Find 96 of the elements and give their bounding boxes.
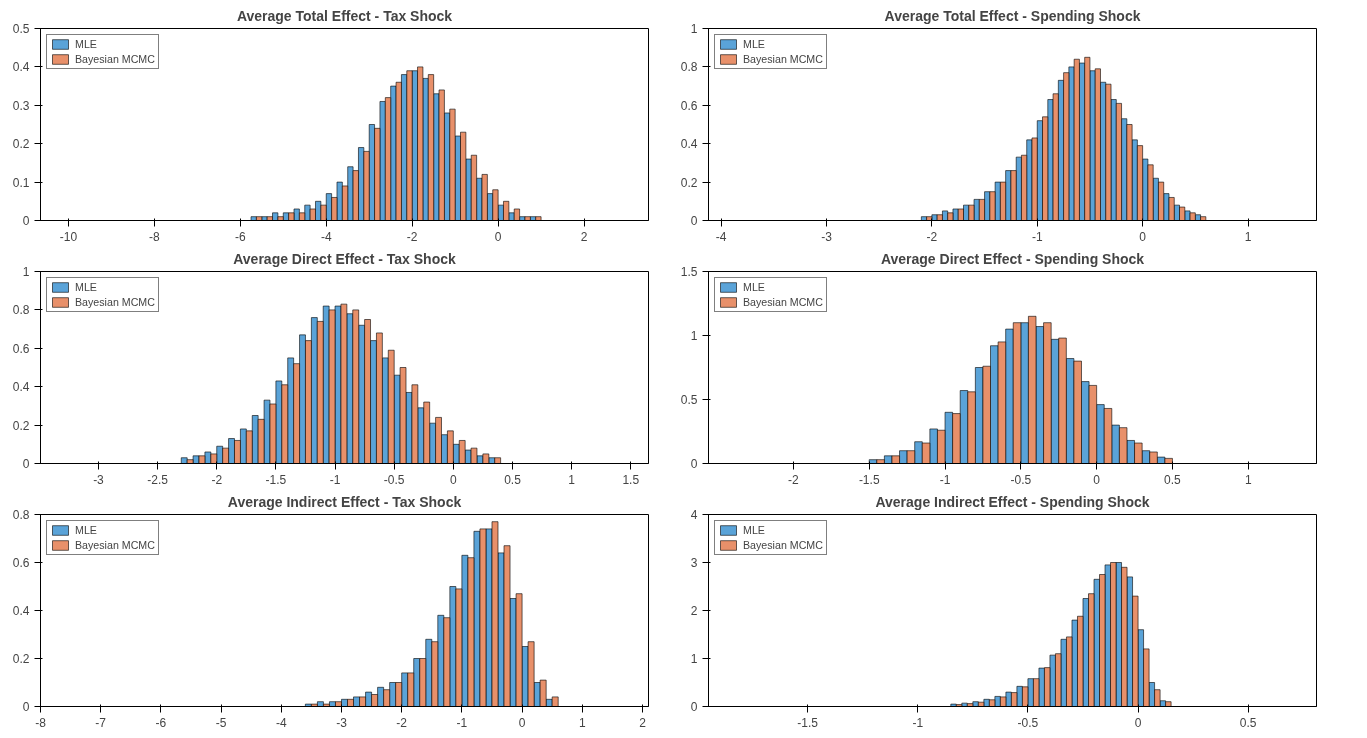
- legend-label: MLE: [75, 38, 97, 50]
- x-tick-label: 2: [639, 715, 647, 730]
- y-tick-label: 1: [22, 265, 30, 279]
- x-tick-label: -1.5: [797, 715, 819, 730]
- legend-label: Bayesian MCMC: [743, 539, 823, 551]
- x-tick-label: 1.5: [622, 472, 640, 487]
- y-tick-label: 0.4: [12, 380, 30, 395]
- legend-label: MLE: [743, 524, 765, 536]
- y-tick-label: 0.2: [12, 418, 30, 433]
- legend-label: Bayesian MCMC: [75, 539, 155, 551]
- chart-title: Average Indirect Effect - Tax Shock: [227, 493, 462, 510]
- y-tick-label: 0.6: [680, 98, 698, 113]
- y-tick-label: 0.6: [12, 556, 30, 570]
- x-tick-label: 0: [518, 715, 526, 730]
- y-tick-label: 0.4: [680, 137, 698, 152]
- x-tick-label: 0: [1139, 229, 1147, 244]
- chart-title: Average Direct Effect - Tax Shock: [233, 250, 456, 267]
- x-tick-label: -1: [1031, 229, 1043, 244]
- y-tick-label: 0.8: [680, 60, 698, 75]
- x-tick-label: -0.5: [1017, 715, 1039, 730]
- x-tick-label: 0: [494, 229, 502, 244]
- y-tick-label: 0.3: [12, 98, 30, 113]
- x-tick-label: -3: [336, 715, 348, 730]
- y-tick-label: 0: [690, 700, 698, 714]
- x-tick-label: -3: [821, 229, 833, 244]
- x-tick-label: -2: [406, 229, 418, 244]
- x-tick-label: -1.5: [858, 472, 880, 487]
- y-tick-label: 0.2: [12, 652, 30, 666]
- legend-label: Bayesian MCMC: [75, 53, 155, 65]
- x-tick-label: 0.5: [1164, 472, 1182, 487]
- x-tick-label: -1: [456, 715, 468, 730]
- x-tick-label: 1: [1244, 229, 1252, 244]
- legend-label: Bayesian MCMC: [75, 296, 155, 308]
- legend-label: Bayesian MCMC: [743, 53, 823, 65]
- y-tick-label: 1.5: [680, 265, 698, 279]
- y-tick-label: 2: [690, 604, 698, 618]
- x-tick-label: -10: [59, 229, 78, 244]
- chart-title: Average Indirect Effect - Spending Shock: [875, 493, 1150, 510]
- y-tick-label: 0.5: [680, 393, 698, 407]
- legend-label: MLE: [75, 524, 97, 536]
- x-tick-label: 1: [568, 472, 576, 487]
- y-tick-label: 0.4: [12, 60, 30, 75]
- y-tick-label: 0.8: [12, 508, 30, 522]
- y-tick-label: 0.1: [12, 175, 30, 190]
- x-tick-label: 0: [1093, 472, 1101, 487]
- x-tick-label: -1: [939, 472, 951, 487]
- x-tick-label: -2: [396, 715, 408, 730]
- y-tick-label: 0.6: [12, 341, 30, 356]
- x-tick-label: -1: [912, 715, 924, 730]
- x-tick-label: -2: [926, 229, 938, 244]
- y-tick-label: 0.4: [12, 604, 30, 618]
- x-tick-label: -0.5: [1010, 472, 1032, 487]
- x-tick-label: 0: [1134, 715, 1142, 730]
- y-tick-label: 0.2: [12, 137, 30, 152]
- x-tick-label: -4: [275, 715, 287, 730]
- x-tick-label: -4: [715, 229, 727, 244]
- x-tick-label: -1.5: [265, 472, 287, 487]
- chart-title: Average Total Effect - Tax Shock: [236, 7, 453, 24]
- y-tick-label: 1: [690, 329, 698, 343]
- y-tick-label: 1: [690, 652, 698, 666]
- legend-label: MLE: [743, 38, 765, 50]
- x-tick-label: -3: [93, 472, 105, 487]
- x-tick-label: -1: [329, 472, 341, 487]
- x-tick-label: -8: [149, 229, 161, 244]
- y-tick-label: 0.8: [12, 303, 30, 318]
- x-tick-label: 0: [449, 472, 457, 487]
- x-tick-label: -2: [211, 472, 223, 487]
- legend-label: MLE: [743, 281, 765, 293]
- y-tick-label: 0: [22, 457, 30, 471]
- x-tick-label: -6: [155, 715, 167, 730]
- x-tick-label: -0.5: [383, 472, 405, 487]
- y-tick-label: 4: [690, 508, 698, 522]
- chart-title: Average Direct Effect - Spending Shock: [880, 250, 1145, 267]
- y-tick-label: 0: [22, 214, 30, 228]
- x-tick-label: 0.5: [1239, 715, 1257, 730]
- y-tick-label: 0: [22, 700, 30, 714]
- x-tick-label: 2: [580, 229, 588, 244]
- y-tick-label: 0.2: [680, 175, 698, 190]
- y-tick-label: 1: [690, 22, 698, 36]
- x-tick-label: -4: [320, 229, 332, 244]
- y-tick-label: 0: [690, 457, 698, 471]
- x-tick-label: 0.5: [504, 472, 522, 487]
- x-tick-label: -8: [35, 715, 47, 730]
- x-tick-label: -2.5: [147, 472, 169, 487]
- y-tick-label: 0.5: [12, 22, 30, 36]
- y-tick-label: 0: [690, 214, 698, 228]
- chart-title: Average Total Effect - Spending Shock: [884, 7, 1141, 24]
- legend-label: Bayesian MCMC: [743, 296, 823, 308]
- x-tick-label: -5: [215, 715, 227, 730]
- x-tick-label: -6: [234, 229, 246, 244]
- y-tick-label: 3: [690, 556, 698, 570]
- x-tick-label: 1: [578, 715, 586, 730]
- x-tick-label: 1: [1244, 472, 1252, 487]
- x-tick-label: -7: [95, 715, 107, 730]
- x-tick-label: -2: [788, 472, 800, 487]
- legend-label: MLE: [75, 281, 97, 293]
